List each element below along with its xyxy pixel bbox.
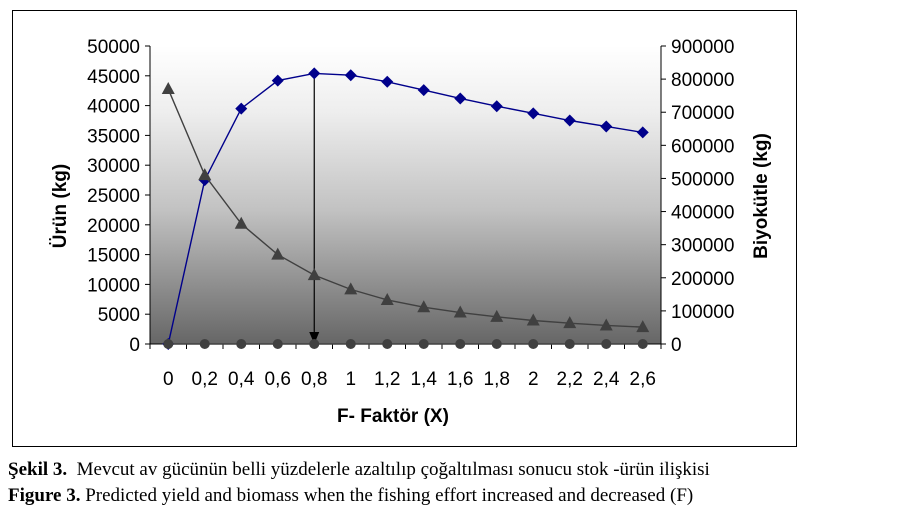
series-1-point [161,82,175,95]
x-tick-label: 1,8 [484,369,510,390]
series-0-point [490,100,503,113]
y-axis-left-label: Ürün (kg) [50,164,71,248]
plot-area [150,46,661,344]
series-2-point [491,339,502,349]
x-tick-label: 2,2 [557,369,583,390]
caption-english: Figure 3. Predicted yield and biomass wh… [8,485,693,507]
y-right-tick-label: 700000 [671,103,734,124]
x-tick-label: 0,8 [301,369,327,390]
series-1-point [526,313,540,326]
series-1-point [198,168,212,181]
y-left-tick-label: 45000 [87,67,140,88]
y-left-tick-label: 0 [129,335,140,356]
series-2-point [345,339,356,349]
axes: 0 5000 10000 15000 20000 25000 30000 35000 40000… [87,37,734,390]
y-left-tick-label: 5000 [98,305,140,326]
caption-turkish-text: Mevcut av gücünün belli yüzdelerle azalt… [67,459,710,480]
series-2-point [236,339,247,349]
y-left-tick-label: 35000 [87,126,140,147]
chart-svg: 0 5000 10000 15000 20000 25000 30000 35000 40000… [50,37,772,427]
series-1-point [307,268,321,281]
y-right-tick-label: 500000 [671,169,734,190]
series-layer [161,67,650,350]
chart-frame: 0 5000 10000 15000 20000 25000 30000 35000 40000… [12,10,797,447]
series-2-point [564,339,575,349]
y-left-tick-label: 20000 [87,216,140,237]
y-left-tick-label: 40000 [87,97,140,118]
series-1-point [380,292,394,305]
series-0-point [344,69,357,82]
series-1-point [344,282,358,295]
y-left-tick-label: 25000 [87,186,140,207]
x-tick-label: 0,6 [265,369,291,390]
series-0-point [417,84,430,97]
y-left-tick-label: 50000 [87,37,140,58]
series-0-line [167,72,643,345]
caption-turkish-prefix: Şekil 3. [8,459,68,480]
series-2-point [637,339,648,349]
series-0-point [454,92,467,105]
series-1-point [563,316,577,329]
x-tick-label: 1,4 [411,369,438,390]
x-tick-label: 1,2 [374,369,400,390]
series-1-point [636,320,650,333]
y-right-tick-label: 0 [671,335,682,356]
series-1-point [234,216,248,229]
series-1-point [417,300,431,313]
series-0-point [308,67,321,80]
series-1-line [167,88,643,328]
series-2-point [272,339,283,349]
caption-turkish: Şekil 3. Mevcut av gücünün belli yüzdele… [8,459,710,481]
x-tick-label: 1 [345,369,356,390]
series-0-point [271,74,284,87]
series-1-point [453,305,467,318]
series-2-point [528,339,539,349]
series-2-point [163,339,174,349]
y-right-tick-label: 400000 [671,203,734,224]
series-1-point [599,318,613,331]
x-tick-label: 2,6 [630,369,656,390]
annotation-arrow-head [309,332,320,344]
series-0-point [563,114,576,127]
series-2-point [199,339,210,349]
y-left-tick-label: 30000 [87,156,140,177]
y-right-tick-label: 300000 [671,236,734,257]
series-2-point [382,339,393,349]
series-2-point [601,339,612,349]
x-tick-label: 0,2 [192,369,218,390]
series-2-point [309,339,320,349]
series-0-point [381,75,394,88]
x-axis-label: F- Faktör (X) [337,406,449,427]
x-tick-label: 2,4 [593,369,620,390]
series-1-point [490,309,504,322]
series-0-point [235,102,248,115]
series-0-point [636,126,649,139]
y-left-tick-label: 10000 [87,275,140,296]
series-0-point [600,120,613,133]
caption-english-text: Predicted yield and biomass when the fis… [80,485,694,506]
y-right-tick-label: 900000 [671,37,734,58]
series-0-point [527,107,540,120]
x-tick-label: 1,6 [447,369,473,390]
y-left-tick-label: 15000 [87,246,140,267]
y-right-tick-label: 100000 [671,302,734,323]
series-2-point [418,339,429,349]
y-right-tick-label: 800000 [671,70,734,91]
x-tick-label: 0 [163,369,174,390]
series-1-point [271,247,285,260]
x-tick-label: 2 [528,369,539,390]
y-right-tick-label: 600000 [671,136,734,157]
y-axis-right-label: Biyokütle (kg) [751,133,772,259]
x-tick-label: 0,4 [228,369,255,390]
y-right-tick-label: 200000 [671,269,734,290]
series-2-point [455,339,466,349]
caption-english-prefix: Figure 3. [8,485,81,506]
